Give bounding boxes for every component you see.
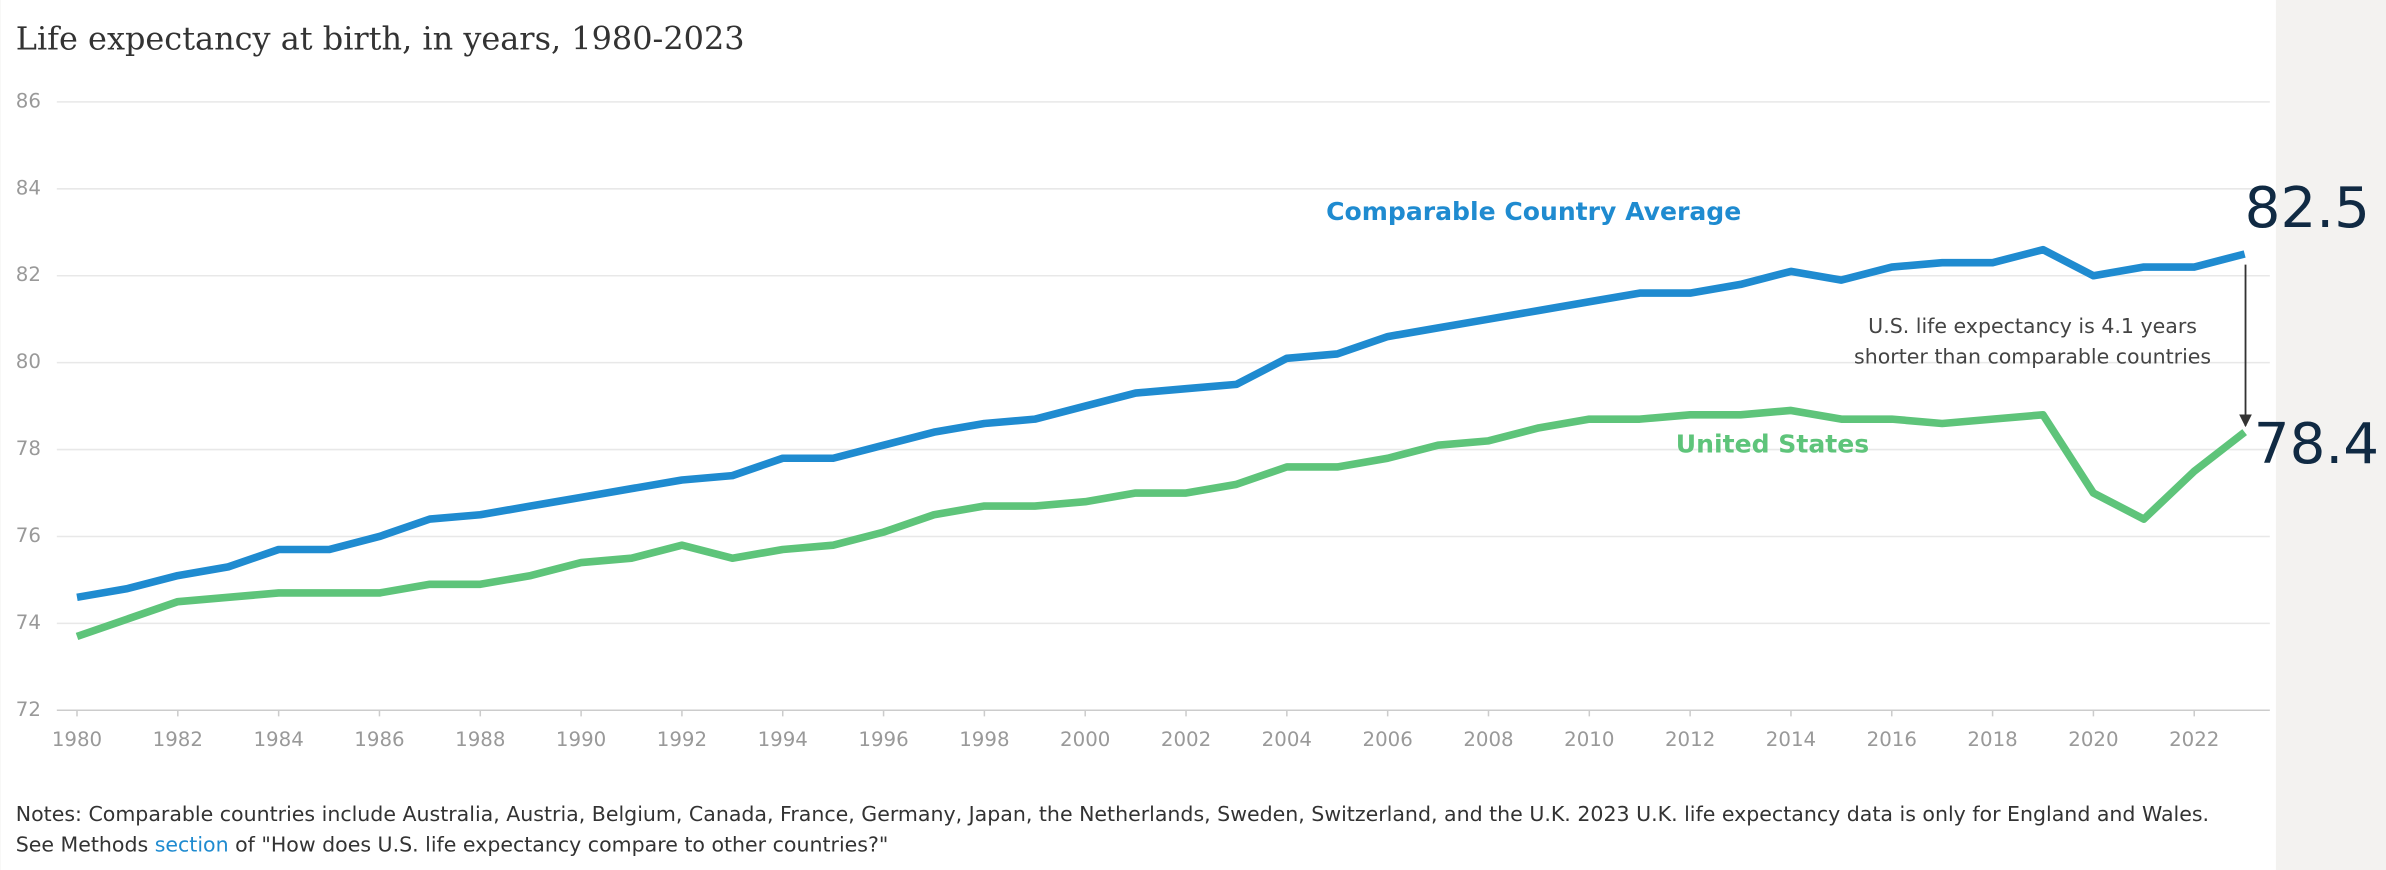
background bbox=[0, 0, 2276, 870]
x-tick-label: 2000 bbox=[1060, 728, 1110, 751]
x-tick-label: 2018 bbox=[1967, 728, 2017, 751]
x-tick-label: 2012 bbox=[1665, 728, 1715, 751]
notes: Notes: Comparable countries include Aust… bbox=[16, 802, 2209, 826]
y-tick-label: 78 bbox=[16, 437, 41, 460]
annotation-line: U.S. life expectancy is 4.1 years bbox=[1868, 314, 2197, 338]
annotation-line: shorter than comparable countries bbox=[1854, 344, 2211, 368]
x-tick-label: 2002 bbox=[1161, 728, 1211, 751]
x-tick-label: 1986 bbox=[354, 728, 404, 751]
y-tick-label: 74 bbox=[16, 611, 41, 634]
chart-title: Life expectancy at birth, in years, 1980… bbox=[16, 20, 745, 58]
end-label: 78.4 bbox=[2254, 412, 2379, 477]
notes: See Methods section of "How does U.S. li… bbox=[16, 833, 889, 857]
x-tick-label: 2014 bbox=[1766, 728, 1816, 751]
x-tick-label: 1992 bbox=[657, 728, 707, 751]
x-tick-label: 2010 bbox=[1564, 728, 1614, 751]
y-tick-label: 82 bbox=[16, 263, 41, 286]
y-tick-label: 84 bbox=[16, 176, 41, 199]
series-line bbox=[75, 406, 2247, 641]
x-tick-label: 1982 bbox=[153, 728, 203, 751]
x-tick-label: 2008 bbox=[1463, 728, 1513, 751]
x-tick-label: 2022 bbox=[2169, 728, 2219, 751]
end-label: 82.5 bbox=[2245, 176, 2370, 241]
notes-link[interactable]: section bbox=[155, 833, 229, 857]
y-tick-label: 72 bbox=[16, 698, 41, 721]
series-label: Comparable Country Average bbox=[1326, 197, 1741, 226]
notes-text: See Methods bbox=[16, 833, 148, 857]
x-tick-label: 1980 bbox=[52, 728, 102, 751]
y-tick-label: 86 bbox=[16, 89, 41, 112]
x-tick-label: 1990 bbox=[556, 728, 606, 751]
x-tick-label: 1994 bbox=[758, 728, 808, 751]
notes-text: of "How does U.S. life expectancy compar… bbox=[235, 833, 888, 857]
x-tick-label: 1998 bbox=[959, 728, 1009, 751]
x-tick-label: 1984 bbox=[253, 728, 303, 751]
y-tick-label: 80 bbox=[16, 350, 41, 373]
x-tick-label: 2016 bbox=[1867, 728, 1917, 751]
x-tick-label: 2020 bbox=[2068, 728, 2118, 751]
series-label: United States bbox=[1676, 430, 1869, 459]
series-line bbox=[76, 245, 2246, 602]
y-tick-label: 76 bbox=[16, 524, 41, 547]
x-tick-label: 2004 bbox=[1262, 728, 1312, 751]
x-tick-label: 2006 bbox=[1363, 728, 1413, 751]
x-tick-label: 1996 bbox=[858, 728, 908, 751]
x-tick-label: 1988 bbox=[455, 728, 505, 751]
